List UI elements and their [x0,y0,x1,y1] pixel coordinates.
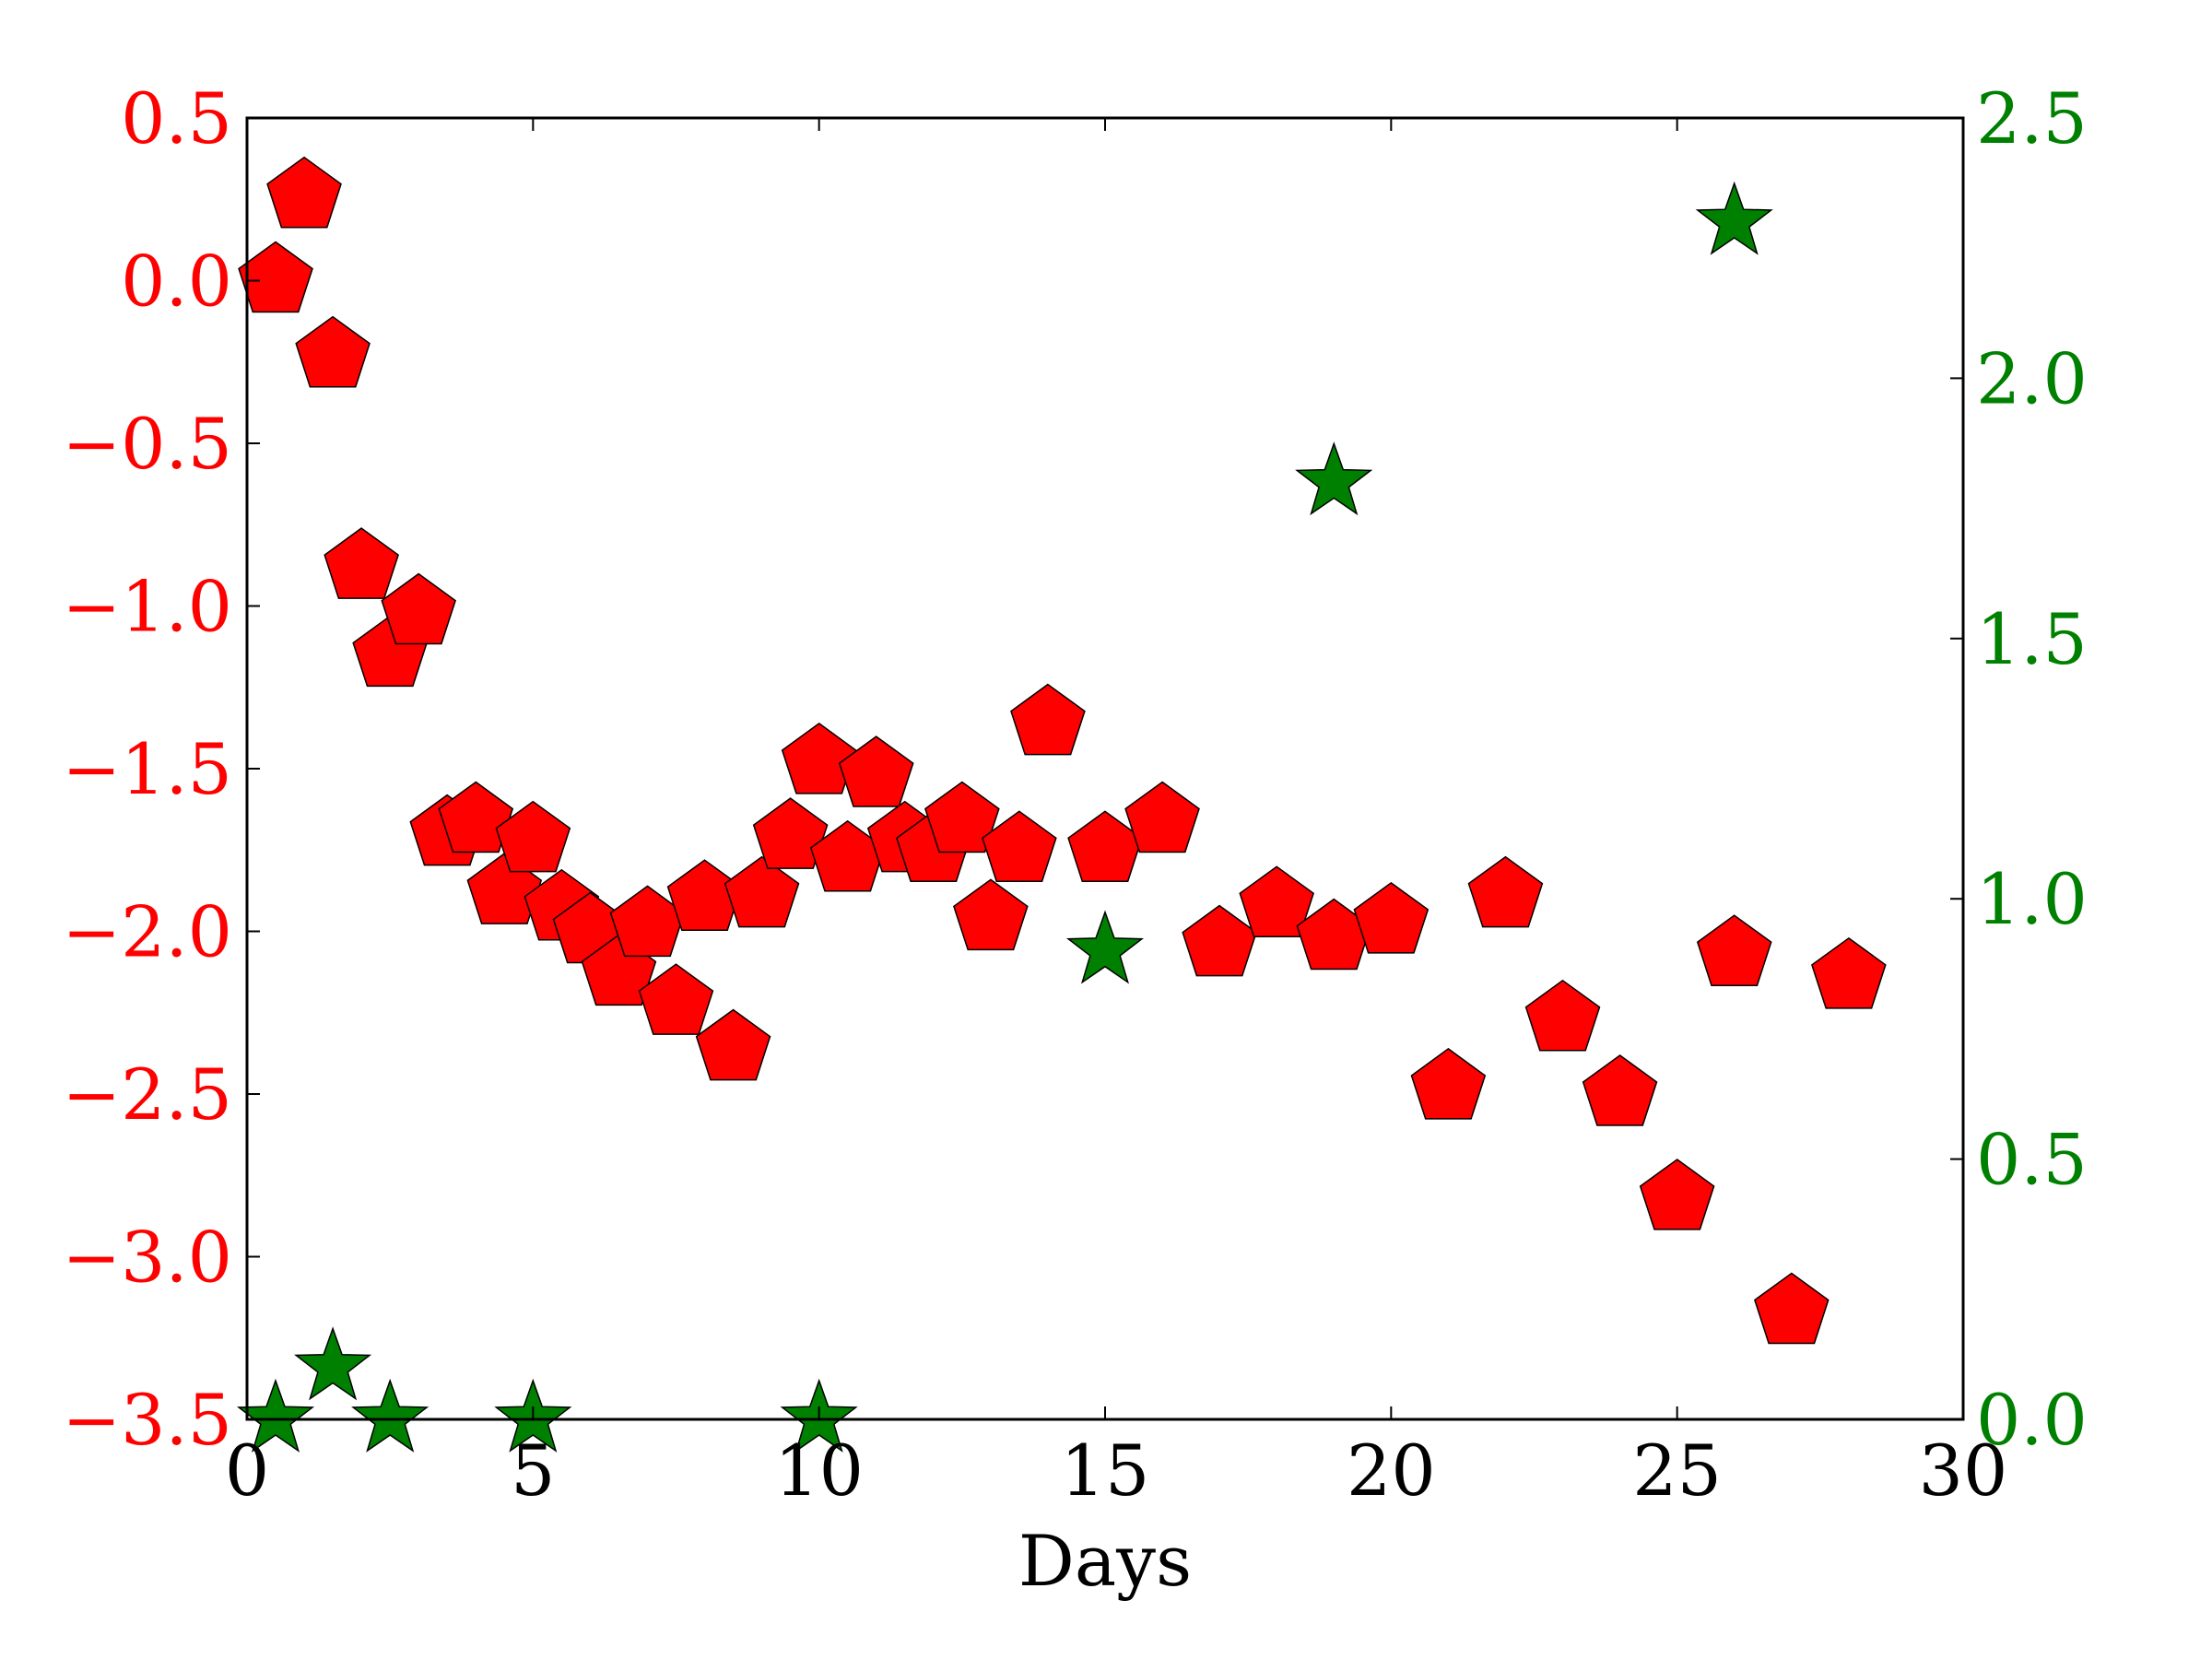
star-point-1 [294,1326,372,1401]
y2-tick-label: 1.0 [1976,858,2088,940]
tick-labels: 0 5 10 15 20 25 30 0.5 0.0 −0.5 −1.0 −1.5 −2.0 −2.5 −3… [62,77,2087,1512]
x-axis-label: Days [1018,1520,1192,1602]
y-tick-label: −0.5 [62,403,232,485]
pentagon-point-21 [838,735,914,807]
pentagon-point-33 [1353,881,1430,954]
pentagon-point-3 [324,527,399,599]
star-point-2 [351,1378,429,1453]
x-tick-label: 30 [1919,1430,2008,1512]
pentagon-point-25 [953,878,1029,951]
pentagon-point-18 [752,797,829,869]
star-point-7 [1695,181,1773,255]
pentagon-point-37 [1582,1054,1658,1126]
x-tick-label: 20 [1347,1430,1436,1512]
y-tick-label: −3.0 [62,1217,232,1299]
y-tick-label: 0.5 [121,77,232,159]
pentagon-point-27 [1010,683,1086,756]
x-tick-label: 15 [1061,1430,1150,1512]
pentagon-point-35 [1467,855,1544,928]
pentagon-point-24 [924,781,1000,853]
y2-tick-label: 2.5 [1976,77,2088,159]
star-point-5 [1065,910,1145,984]
pentagon-point-5 [381,572,456,645]
y2-tick-label: 0.0 [1976,1379,2088,1461]
pentagon-point-41 [1811,936,1887,1009]
pentagon-point-26 [982,810,1057,882]
pentagon-point-14 [638,963,714,1035]
y-tick-label: −1.5 [62,728,232,810]
pentagon-point-0 [238,241,313,313]
star-point-6 [1295,441,1373,516]
pentagon-point-1 [266,156,342,229]
y2-tick-label: 2.0 [1976,337,2088,419]
pentagon-point-7 [438,781,514,853]
pentagon-point-40 [1754,1272,1830,1345]
pentagon-point-19 [781,722,857,794]
pentagon-point-34 [1410,1047,1487,1120]
pentagon-point-9 [495,800,571,873]
pentagon-point-30 [1182,904,1257,977]
pentagon-point-36 [1524,979,1601,1052]
axis-ticks [246,117,1964,1420]
pentagon-point-16 [695,1008,771,1081]
pentagon-point-2 [295,315,371,388]
y-tick-label: −1.0 [62,566,232,648]
pentagon-point-17 [724,855,800,928]
x-tick-label: 25 [1632,1430,1722,1512]
x-tick-label: 5 [511,1430,555,1512]
pentagon-point-31 [1239,865,1314,937]
y-tick-label: −3.5 [62,1379,232,1461]
pentagon-point-38 [1639,1159,1715,1230]
y2-tick-label: 1.5 [1976,598,2088,680]
pentagon-point-29 [1124,781,1200,853]
y2-tick-label: 0.5 [1976,1119,2088,1201]
x-tick-label: 0 [225,1430,269,1512]
y-tick-label: −2.0 [62,891,232,973]
y-tick-label: −2.5 [62,1053,232,1135]
pentagon-point-39 [1696,914,1772,986]
y-tick-label: 0.0 [121,241,232,323]
x-tick-label: 10 [774,1430,864,1512]
